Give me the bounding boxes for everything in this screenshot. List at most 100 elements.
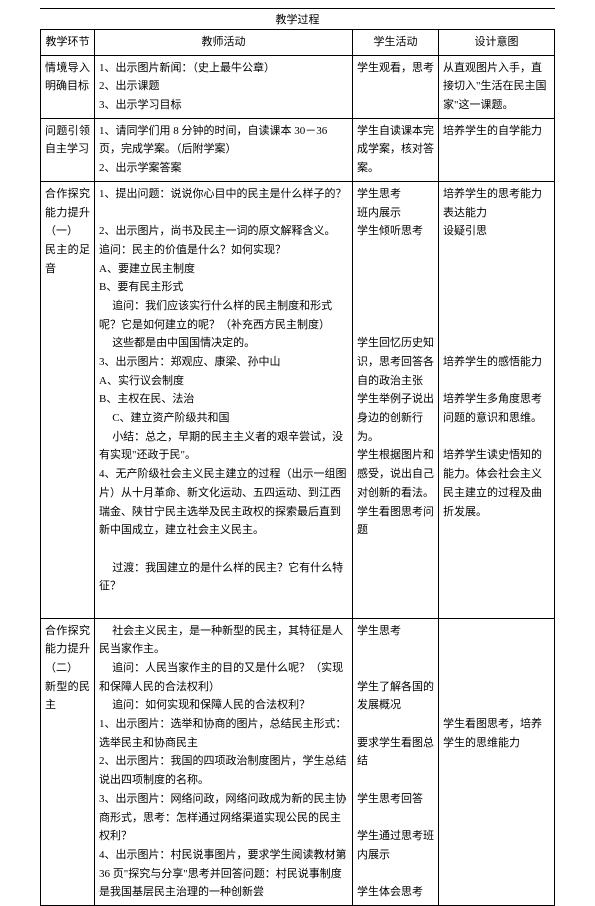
intent-cell: 培养学生的自学能力 bbox=[439, 118, 555, 181]
text-line: 学生看图思考，培养学生的思维能力 bbox=[443, 715, 550, 752]
text-line: 追问：如何实现和保障人民的合法权利？ bbox=[99, 696, 348, 715]
text-line: 2、出示课题 bbox=[99, 77, 348, 96]
stage-cell: 合作探究能力提升（一）民主的足音 bbox=[41, 181, 95, 618]
header-col3: 学生活动 bbox=[353, 30, 439, 55]
table-row: 情境导入明确目标 1、出示图片新闻：（史上最牛公章）2、出示课题3、出示学习目标… bbox=[41, 55, 555, 118]
lesson-table: 教学环节 教师活动 学生活动 设计意图 情境导入明确目标 1、出示图片新闻：（史… bbox=[40, 30, 555, 906]
text-line bbox=[357, 715, 434, 734]
text-line: 学生根据图片和感受，说出自己对创新的看法。 bbox=[357, 446, 434, 502]
teacher-cell: 1、提出问题：说说你心目中的民主是什么样子的？ 2、出示图片，尚书及民主一词的原… bbox=[95, 181, 353, 618]
text-line bbox=[443, 696, 550, 715]
text-line: 追问：人民当家作主的目的又是什么呢？（实现和保障人民的合法权利） bbox=[99, 659, 348, 696]
text-line: 小结：总之，早期的民主主义者的艰辛尝试，没有实现"还政于民"。 bbox=[99, 428, 348, 465]
text-line: 3、出示图片：网络问政，网络问政成为新的民主协商形式，思考：怎样通过网络渠道实现… bbox=[99, 790, 348, 846]
text-line: 1、出示图片：选举和协商的图片，总结民主形式：选举民主和协商民主 bbox=[99, 715, 348, 752]
header-col4: 设计意图 bbox=[439, 30, 555, 55]
text-line bbox=[357, 809, 434, 828]
text-line bbox=[443, 659, 550, 678]
text-line bbox=[357, 771, 434, 790]
text-line bbox=[443, 334, 550, 353]
text-line: 过渡：我国建立的是什么样的民主？它有什么特征？ bbox=[99, 559, 348, 596]
text-line: 合作探究能力提升（二） bbox=[45, 622, 90, 678]
student-cell: 学生思考 学生了解各国的发展概况 要求学生看图总结 学生思考回答 学生通过思考班… bbox=[353, 618, 439, 905]
text-line: 学生回忆历史知识，思考回答各自的政治主张 bbox=[357, 334, 434, 390]
text-line bbox=[357, 640, 434, 659]
text-line bbox=[99, 596, 348, 615]
text-line: 学生通过思考班内展示 bbox=[357, 827, 434, 864]
text-line: 3、出示图片：郑观应、康梁、孙中山 bbox=[99, 353, 348, 372]
text-line bbox=[443, 297, 550, 316]
text-line: 学生思考回答 bbox=[357, 790, 434, 809]
text-line: 合作探究能力提升（一） bbox=[45, 185, 90, 241]
text-line: 学生举例子说出身边的创新行为。 bbox=[357, 390, 434, 446]
text-line: 2、出示学案答案 bbox=[99, 159, 348, 178]
text-line: C、建立资产阶级共和国 bbox=[99, 409, 348, 428]
header-col2: 教师活动 bbox=[95, 30, 353, 55]
text-line: 4、出示图片：村民说事图片，要求学生阅读教材第 36 页"探究与分享"思考并回答… bbox=[99, 846, 348, 902]
text-line bbox=[357, 316, 434, 335]
text-line bbox=[99, 540, 348, 559]
text-line: 4、无产阶级社会主义民主建立的过程（出示一组图片）从十月革命、新文化运动、五四运… bbox=[99, 465, 348, 540]
text-line: 社会主义民主，是一种新型的民主，其特征是人民当家作主。 bbox=[99, 622, 348, 659]
text-line bbox=[443, 316, 550, 335]
teacher-cell: 社会主义民主，是一种新型的民主，其特征是人民当家作主。追问：人民当家作主的目的又… bbox=[95, 618, 353, 905]
text-line: A、实行议会制度 bbox=[99, 372, 348, 391]
text-line: B、要有民主形式 bbox=[99, 278, 348, 297]
text-line: 学生体会思考 bbox=[357, 883, 434, 902]
text-line: 培养学生读史悟知的能力。体会社会主义民主建立的过程及曲折发展。 bbox=[443, 446, 550, 521]
teacher-cell: 1、请同学们用 8 分钟的时间，自读课本 30－36页，完成学案。（后附学案）2… bbox=[95, 118, 353, 181]
text-line: 3、出示学习目标 bbox=[99, 96, 348, 115]
text-line bbox=[357, 865, 434, 884]
text-line: 民主的足音 bbox=[45, 241, 90, 278]
text-line: 追问：民主的价值是什么？如何实现？ bbox=[99, 241, 348, 260]
text-line: B、主权在民、法治 bbox=[99, 390, 348, 409]
text-line bbox=[357, 659, 434, 678]
text-line bbox=[443, 260, 550, 279]
text-line bbox=[443, 241, 550, 260]
text-line: 学生倾听思考 bbox=[357, 222, 434, 241]
stage-cell: 问题引领自主学习 bbox=[41, 118, 95, 181]
table-row: 合作探究能力提升（一）民主的足音 1、提出问题：说说你心目中的民主是什么样子的？… bbox=[41, 181, 555, 618]
text-line bbox=[443, 372, 550, 391]
teacher-cell: 1、出示图片新闻：（史上最牛公章）2、出示课题3、出示学习目标 bbox=[95, 55, 353, 118]
text-line bbox=[357, 260, 434, 279]
text-line: 学生思考 bbox=[357, 185, 434, 204]
text-line: 班内展示 bbox=[357, 204, 434, 223]
table-row: 合作探究能力提升（二）新型的民主 社会主义民主，是一种新型的民主，其特征是人民当… bbox=[41, 618, 555, 905]
student-cell: 学生观看，思考 bbox=[353, 55, 439, 118]
text-line: 1、请同学们用 8 分钟的时间，自读课本 30－36页，完成学案。（后附学案） bbox=[99, 122, 348, 159]
text-line bbox=[443, 278, 550, 297]
text-line bbox=[357, 278, 434, 297]
text-line: 2、出示图片：我国的四项政治制度图片，学生总结说出四项制度的名称。 bbox=[99, 752, 348, 789]
text-line: 这些都是由中国国情决定的。 bbox=[99, 334, 348, 353]
stage-cell: 合作探究能力提升（二）新型的民主 bbox=[41, 618, 95, 905]
text-line: 2、出示图片，尚书及民主一词的原文解释含义。 bbox=[99, 222, 348, 241]
text-line: 学生思考 bbox=[357, 622, 434, 641]
student-cell: 学生思考班内展示学生倾听思考 学生回忆历史知识，思考回答各自的政治主张学生举例子… bbox=[353, 181, 439, 618]
text-line bbox=[443, 622, 550, 641]
text-line bbox=[443, 640, 550, 659]
table-row: 问题引领自主学习 1、请同学们用 8 分钟的时间，自读课本 30－36页，完成学… bbox=[41, 118, 555, 181]
student-cell: 学生自读课本完成学案，核对答案。 bbox=[353, 118, 439, 181]
text-line bbox=[99, 204, 348, 223]
text-line: 要求学生看图总结 bbox=[357, 734, 434, 771]
text-line: 培养学生的感悟能力 bbox=[443, 353, 550, 372]
text-line bbox=[443, 678, 550, 697]
stage-cell: 情境导入明确目标 bbox=[41, 55, 95, 118]
text-line: 新型的民主 bbox=[45, 678, 90, 715]
table-header-row: 教学环节 教师活动 学生活动 设计意图 bbox=[41, 30, 555, 55]
text-line: 学生了解各国的发展概况 bbox=[357, 678, 434, 715]
process-title: 教学过程 bbox=[40, 8, 555, 30]
intent-cell: 培养学生的思考能力表达能力设疑引思 培养学生的感悟能力 培养学生多角度思考问题的… bbox=[439, 181, 555, 618]
text-line: 追问：我们应该实行什么样的民主制度和形式呢？它是如何建立的呢？（补充西方民主制度… bbox=[99, 297, 348, 334]
intent-cell: 学生看图思考，培养学生的思维能力 bbox=[439, 618, 555, 905]
text-line bbox=[357, 297, 434, 316]
text-line: 培养学生多角度思考问题的意识和思维。 bbox=[443, 390, 550, 427]
text-line: 1、出示图片新闻：（史上最牛公章） bbox=[99, 59, 348, 78]
intent-cell: 从直观图片入手，直接切入"生活在民主国家"这一课题。 bbox=[439, 55, 555, 118]
text-line: 培养学生的思考能力表达能力 bbox=[443, 185, 550, 222]
text-line bbox=[357, 241, 434, 260]
text-line: 学生看图思考问题 bbox=[357, 503, 434, 540]
text-line: 1、提出问题：说说你心目中的民主是什么样子的？ bbox=[99, 185, 348, 204]
header-col1: 教学环节 bbox=[41, 30, 95, 55]
